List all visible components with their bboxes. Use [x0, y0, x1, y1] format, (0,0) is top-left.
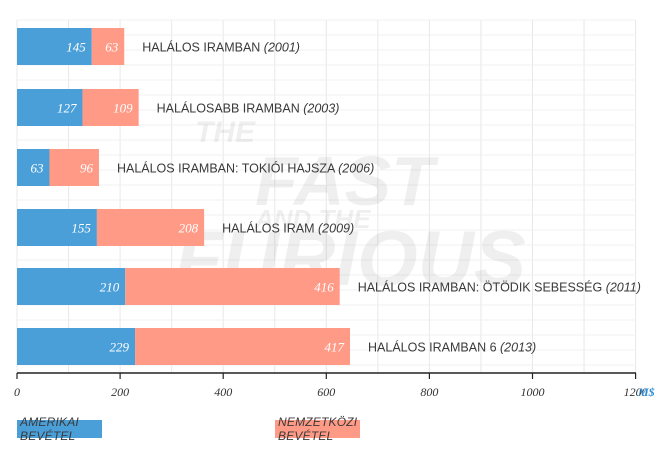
category-title: HALÁLOS IRAMBAN: TOKIÓI HAJSZA — [117, 161, 338, 176]
bar-value-intl: 63 — [105, 40, 119, 55]
x-axis-unit: M$ — [637, 385, 655, 399]
x-tick-label: 1200 — [624, 385, 648, 399]
x-tick-label: 0 — [14, 385, 20, 399]
bar-value-intl: 96 — [80, 161, 94, 176]
x-tick-label: 600 — [317, 385, 335, 399]
category-title: HALÁLOS IRAM — [222, 221, 318, 236]
svg-text:FAST: FAST — [255, 142, 439, 220]
legend-item-intl: NEMZETKÖZI BEVÉTEL — [275, 415, 360, 443]
bar-us — [17, 28, 92, 65]
legend-label-us: AMERIKAI BEVÉTEL — [20, 415, 79, 443]
x-tick-label: 200 — [111, 385, 129, 399]
bar-intl — [135, 328, 351, 365]
category-title: HALÁLOS IRAMBAN 6 — [368, 340, 500, 355]
bar-value-us: 155 — [71, 221, 91, 236]
category-title: HALÁLOS IRAMBAN — [142, 40, 264, 55]
bar-value-us: 229 — [110, 340, 130, 355]
bar-us — [17, 149, 50, 186]
bar-intl — [96, 209, 205, 246]
category-year: (2003) — [303, 102, 339, 116]
svg-text:AND THE: AND THE — [254, 204, 371, 234]
legend-label-intl: NEMZETKÖZI BEVÉTEL — [278, 415, 358, 443]
category-year: (2009) — [318, 222, 354, 236]
bar-intl — [91, 28, 125, 65]
category-label: HALÁLOS IRAMBAN: ÖTÖDIK SEBESSÉG (2011) — [358, 280, 641, 295]
category-year: (2011) — [606, 281, 641, 295]
bar-value-intl: 208 — [179, 221, 199, 236]
category-label: HALÁLOS IRAMBAN 6 (2013) — [368, 340, 536, 355]
bar-us — [17, 328, 136, 365]
x-tick-label: 400 — [214, 385, 232, 399]
category-label: HALÁLOS IRAMBAN: TOKIÓI HAJSZA (2006) — [117, 161, 374, 176]
category-year: (2001) — [264, 41, 300, 55]
bar-value-us: 63 — [30, 161, 44, 176]
grid-lines — [16, 19, 637, 373]
category-label: HALÁLOS IRAM (2009) — [222, 221, 354, 236]
bar-value-intl: 417 — [325, 340, 345, 355]
category-year: (2006) — [338, 162, 374, 176]
bar-value-intl: 416 — [314, 280, 334, 295]
bar-intl — [82, 89, 139, 126]
bar-value-us: 210 — [100, 280, 120, 295]
category-year: (2013) — [500, 341, 536, 355]
bar-value-us: 127 — [57, 101, 77, 116]
bar-value-us: 145 — [66, 40, 86, 55]
bar-intl — [125, 268, 340, 305]
legend-swatch-intl: NEMZETKÖZI BEVÉTEL — [275, 415, 360, 443]
category-title: HALÁLOSABB IRAMBAN — [157, 101, 304, 116]
bar-us — [17, 268, 126, 305]
x-tick-label: 800 — [420, 385, 438, 399]
bar-value-intl: 109 — [113, 101, 133, 116]
category-label: HALÁLOSABB IRAMBAN (2003) — [157, 101, 340, 116]
bars-group: 145 63 127 109 63 96 155 208 210 416 229 417 — [17, 28, 351, 365]
bar-intl — [49, 149, 99, 186]
category-title: HALÁLOS IRAMBAN: ÖTÖDIK SEBESSÉG — [358, 280, 606, 295]
bar-us — [17, 89, 83, 126]
category-label: HALÁLOS IRAMBAN (2001) — [142, 40, 300, 55]
x-tick-label: 1000 — [521, 385, 545, 399]
bar-us — [17, 209, 97, 246]
svg-text:THE: THE — [195, 116, 256, 149]
category-labels: HALÁLOS IRAMBAN (2001) HALÁLOSABB IRAMBAN… — [117, 40, 641, 355]
legend-swatch-us: AMERIKAI BEVÉTEL — [17, 415, 102, 443]
legend-item-us: AMERIKAI BEVÉTEL — [17, 415, 102, 443]
